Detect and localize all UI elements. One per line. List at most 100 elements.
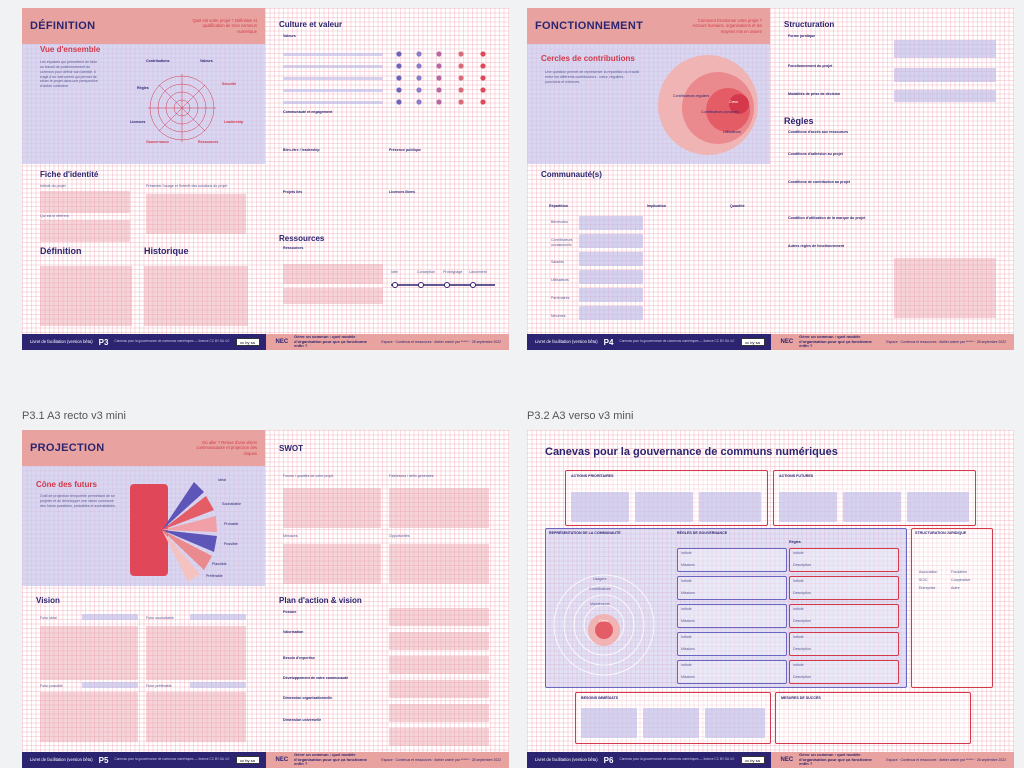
sheet-p3[interactable]: DÉFINITION Quel est votre projet ? Défin… — [22, 8, 509, 350]
actions-fut-pad-1[interactable] — [779, 492, 837, 522]
actions-prio-pad-2[interactable] — [635, 492, 693, 522]
vision-title: Vision — [36, 596, 60, 605]
actions-fut-pad-3[interactable] — [907, 492, 969, 522]
plan-pad-6[interactable] — [389, 728, 489, 746]
comm-col-2: Implication — [647, 204, 666, 208]
vision-pad-8[interactable] — [146, 692, 246, 742]
gov-row-3[interactable] — [677, 604, 787, 628]
res-pad-2[interactable] — [283, 288, 383, 304]
plan-pad-1[interactable] — [389, 608, 489, 626]
swot-pad-2[interactable] — [389, 488, 489, 528]
sheet-p5[interactable]: PROJECTION Où aller ? Retour d'une visio… — [22, 430, 509, 768]
cone-label-3: Probable — [224, 522, 239, 526]
swot-pad-1[interactable] — [283, 488, 381, 528]
comm-pad-2[interactable] — [579, 234, 643, 248]
vision-pad-6[interactable] — [190, 682, 246, 688]
res-label-1: Ressources — [283, 246, 304, 250]
footer-left: Livret de facilitation (version bêta) P4… — [527, 334, 771, 350]
fiche-pad-3[interactable] — [40, 220, 130, 242]
plan-item-2: Valorisation — [283, 630, 304, 634]
gov-row-2[interactable] — [677, 576, 787, 600]
band-title: PROJECTION — [30, 442, 105, 454]
rule-row-4[interactable] — [789, 632, 899, 656]
legal-opt-1[interactable]: Association — [919, 570, 938, 574]
comm-pad-5[interactable] — [579, 288, 643, 302]
vision-pad-7[interactable] — [40, 692, 138, 742]
besoins-pad-2[interactable] — [643, 708, 699, 738]
community-box[interactable] — [545, 528, 907, 688]
gov-row-1[interactable] — [677, 548, 787, 572]
legal-box[interactable] — [911, 528, 993, 688]
comm-pad-3[interactable] — [579, 252, 643, 266]
vision-pad-3[interactable] — [40, 626, 138, 680]
vision-pad-5[interactable] — [82, 682, 138, 688]
fiche-pad-1[interactable] — [40, 191, 130, 213]
sheet-footer: Livret de facilitation (version bêta) P4… — [527, 334, 1014, 350]
vision-pad-4[interactable] — [146, 626, 246, 680]
swot-pad-3[interactable] — [283, 544, 381, 584]
res-step-3: Prototypage — [443, 270, 463, 274]
mesures-box[interactable] — [775, 692, 971, 744]
cone-title: Cône des futurs — [36, 480, 97, 489]
plan-pad-5[interactable] — [389, 704, 489, 722]
plan-pad-2[interactable] — [389, 632, 489, 650]
cone-label-2: Souhaitable — [222, 502, 241, 506]
vision-pad-2[interactable] — [190, 614, 246, 620]
regles-pad[interactable] — [894, 258, 996, 318]
cone-text: Outil de projection temporelle permettan… — [40, 494, 116, 508]
footer-desc: Canevas pour la gouvernance de communs n… — [114, 757, 230, 762]
swot-pad-4[interactable] — [389, 544, 489, 584]
struct-pad-3[interactable] — [894, 90, 996, 102]
definition-pad[interactable] — [40, 266, 132, 326]
swot-cell-3: Menaces — [283, 534, 298, 538]
rule-field-3a: Intitulé — [793, 607, 804, 611]
actions-prio-pad-1[interactable] — [571, 492, 629, 522]
rule-field-5a: Intitulé — [793, 663, 804, 667]
rule-row-2[interactable] — [789, 576, 899, 600]
legal-opt-2[interactable]: Fondation — [951, 570, 967, 574]
mesures-title: MESURES DE SUCCÈS — [781, 696, 821, 700]
vision-pad-1[interactable] — [82, 614, 138, 620]
besoins-pad-3[interactable] — [705, 708, 765, 738]
sheet-p4[interactable]: FONCTIONNEMENT Comment fonctionne votre … — [527, 8, 1014, 350]
rule-field-4a: Intitulé — [793, 635, 804, 639]
besoins-title: BESOINS IMMÉDIATS — [581, 696, 619, 700]
rule-row-1[interactable] — [789, 548, 899, 572]
legal-opt-3[interactable]: SCIC — [919, 578, 928, 582]
frame-label-p31[interactable]: P3.1 A3 recto v3 mini — [22, 410, 126, 422]
struct-pad-1[interactable] — [894, 40, 996, 58]
canvas-title: Canevas pour la gouvernance de communs n… — [545, 446, 838, 458]
actions-prio-title: ACTIONS PRIORITAIRES — [571, 474, 614, 478]
comm-pad-4[interactable] — [579, 270, 643, 284]
plan-pad-4[interactable] — [389, 680, 489, 698]
regles-title: Règles — [784, 116, 814, 126]
gov-row-5[interactable] — [677, 660, 787, 684]
cc-license-icon: cc by sa — [235, 756, 260, 764]
legal-opt-4[interactable]: Coopérative — [951, 578, 971, 582]
fiche-pad-2[interactable] — [146, 194, 246, 234]
culture-label-6: Licences libres — [389, 190, 415, 194]
comm-pad-1[interactable] — [579, 216, 643, 230]
legal-opt-6[interactable]: Autre — [951, 586, 960, 590]
gov-row-4[interactable] — [677, 632, 787, 656]
actions-fut-pad-2[interactable] — [843, 492, 901, 522]
vue-text: Les espaces qui permettent de faire un t… — [40, 60, 98, 89]
title-band: PROJECTION Où aller ? Retour d'une visio… — [22, 430, 265, 466]
radar-label-6: Leadership — [224, 120, 244, 124]
plan-pad-3[interactable] — [389, 656, 489, 674]
vision-field-2: Futur souhaitable — [146, 616, 174, 620]
historique-pad[interactable] — [144, 266, 248, 326]
struct-pad-2[interactable] — [894, 68, 996, 82]
res-pad-1[interactable] — [283, 264, 383, 284]
actions-prio-pad-3[interactable] — [699, 492, 761, 522]
comm-pad-6[interactable] — [579, 306, 643, 320]
besoins-pad-1[interactable] — [581, 708, 637, 738]
legal-opt-5[interactable]: Entreprise — [919, 586, 936, 590]
sheet-p6[interactable]: Canevas pour la gouvernance de communs n… — [527, 430, 1014, 768]
rule-row-3[interactable] — [789, 604, 899, 628]
cc-license-icon: cc by sa — [740, 756, 765, 764]
frame-label-p32[interactable]: P3.2 A3 verso v3 mini — [527, 410, 634, 422]
comm-row-1: Bénévoles — [551, 220, 568, 224]
rule-row-5[interactable] — [789, 660, 899, 684]
radar-label-5: Licences — [130, 120, 146, 124]
